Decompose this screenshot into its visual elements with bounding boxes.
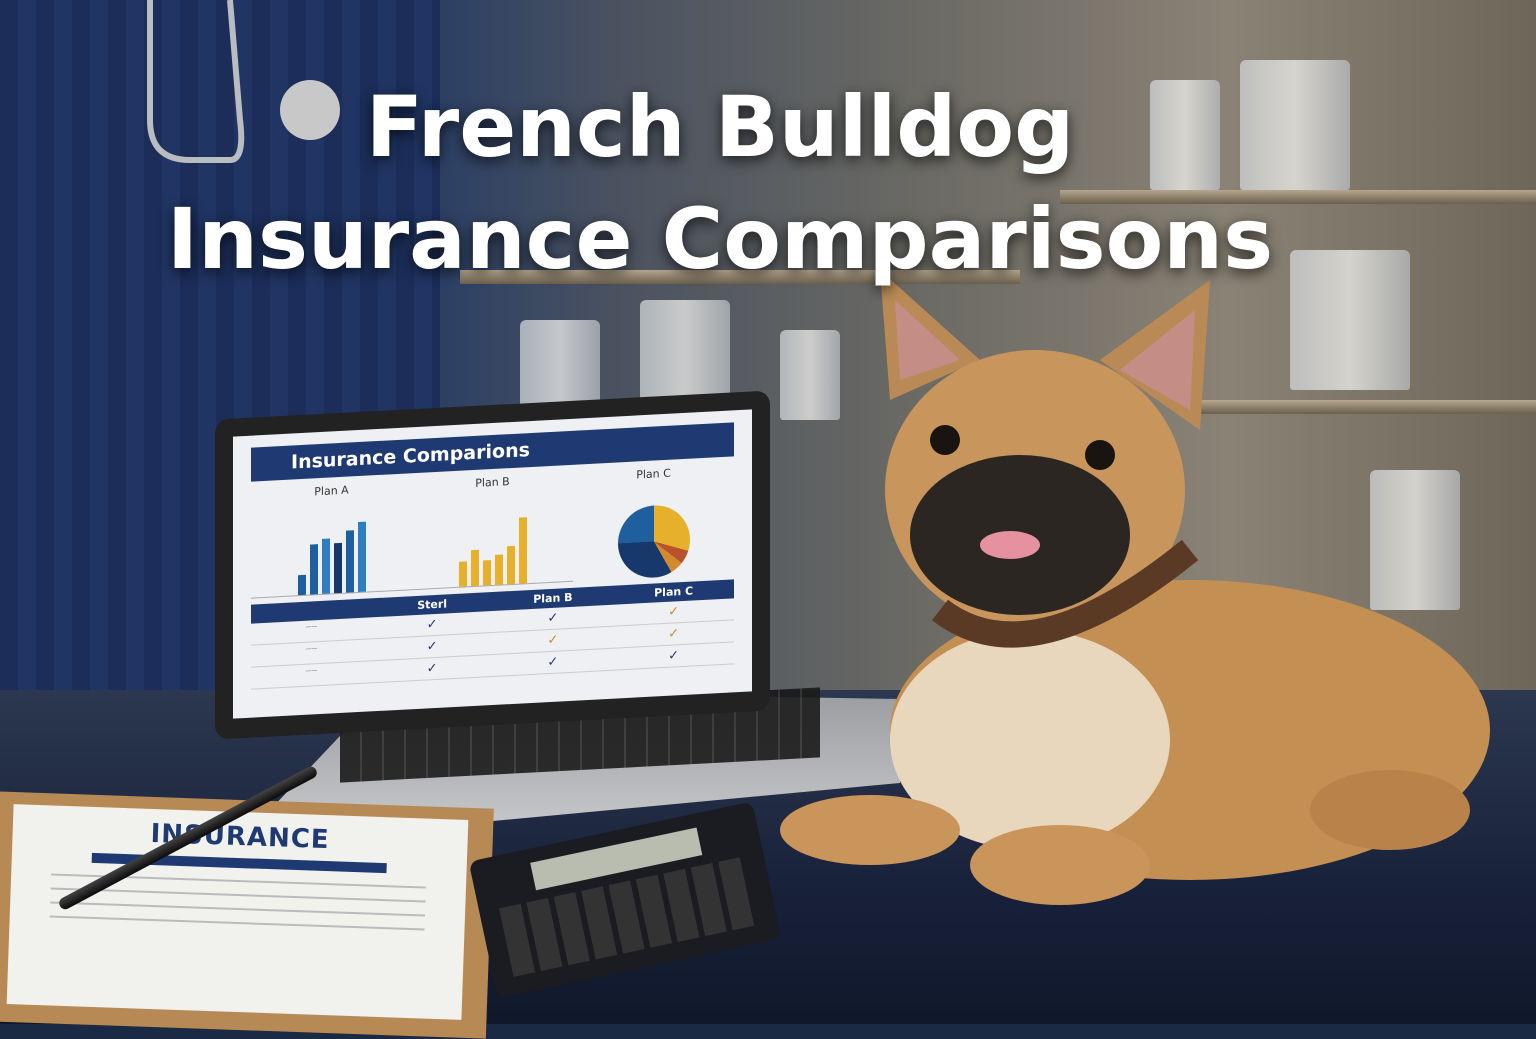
insurance-form: INSURANCE [6, 804, 469, 1020]
headline-line-2: Insurance Comparisons [166, 190, 1274, 288]
bottle [780, 330, 840, 420]
bottle [1150, 80, 1220, 190]
bottle [1290, 250, 1410, 390]
bottle [1240, 60, 1350, 190]
laptop-screen: Insurance Comparions Plan A Plan B Plan … [233, 409, 752, 719]
shelf [460, 270, 1020, 284]
laptop: Insurance Comparions Plan A Plan B Plan … [215, 390, 770, 740]
shelf [1060, 190, 1536, 204]
bottle [1370, 470, 1460, 610]
headline-line-1: French Bulldog [365, 78, 1075, 176]
shelf [1200, 400, 1536, 414]
french-bulldog [780, 270, 1490, 905]
plan-b-bar-chart [412, 501, 573, 591]
plan-a-bar-chart [251, 510, 412, 599]
stethoscope-icon [147, 0, 340, 163]
plan-c-pie-chart [573, 501, 734, 581]
